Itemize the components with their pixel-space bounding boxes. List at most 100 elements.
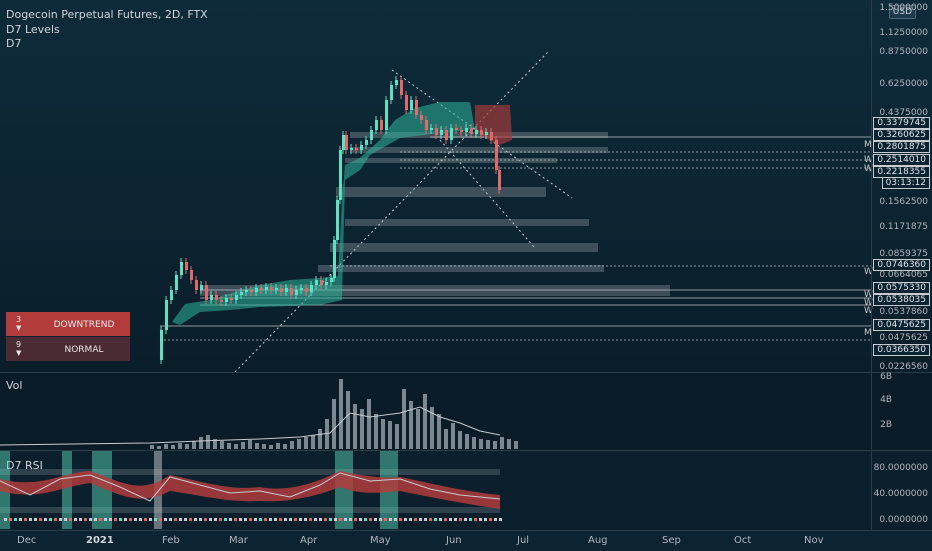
rsi-signal-dot — [359, 518, 362, 521]
rsi-pane[interactable]: D7 RSI — [0, 450, 932, 531]
rsi-signal-dot — [479, 518, 482, 521]
volume-bar — [220, 441, 224, 449]
price-label: 0.0537860 — [879, 307, 928, 317]
rsi-signal-dot — [484, 518, 487, 521]
time-label: Apr — [300, 535, 318, 546]
rsi-signal-dot — [229, 518, 232, 521]
volume-title[interactable]: Vol — [6, 379, 23, 392]
price-label: 0.4375000 — [879, 108, 928, 118]
candlestick-series — [160, 76, 501, 364]
rsi-signal-dot — [399, 518, 402, 521]
rsi-scale-label: 80.0000000 — [873, 463, 928, 473]
candle-body — [285, 288, 288, 292]
volume-bar — [192, 441, 196, 449]
rsi-signal-dot — [139, 518, 142, 521]
volume-bar — [409, 401, 413, 449]
currency-button[interactable]: USD — [888, 5, 916, 19]
rsi-signal-dot — [274, 518, 277, 521]
candle-body — [280, 288, 283, 292]
volume-bar — [374, 414, 378, 449]
candle-body — [255, 288, 258, 292]
rsi-signal-dot — [169, 518, 172, 521]
candle-body — [225, 298, 228, 302]
price-tag: 0.3260625 — [873, 129, 930, 141]
candle-body — [310, 285, 313, 292]
price-scale[interactable]: USD 1.5000000 1.1250000 0.8750000 0.6250… — [871, 0, 932, 530]
indicator-d7-levels-label[interactable]: D7 Levels — [6, 23, 60, 36]
candle-body — [185, 262, 188, 270]
volume-ma-line — [0, 406, 501, 446]
rsi-signal-dot — [79, 518, 82, 521]
price-label: 0.0475625 — [879, 333, 928, 343]
candle-body — [305, 288, 308, 292]
rsi-signal-dot — [289, 518, 292, 521]
time-axis[interactable]: Dec 2021 Feb Mar Apr May Jun Jul Aug Sep… — [0, 530, 932, 551]
rsi-signal-dot — [314, 518, 317, 521]
price-chart-canvas[interactable] — [0, 0, 872, 373]
rsi-signal-dot — [329, 518, 332, 521]
volume-bar — [164, 444, 168, 449]
rsi-signal-dot — [109, 518, 112, 521]
time-label: Mar — [229, 535, 248, 546]
rsi-signal-dot — [34, 518, 37, 521]
rsi-title[interactable]: D7 RSI — [6, 459, 43, 472]
volume-bar — [486, 440, 490, 449]
volume-bar — [248, 440, 252, 449]
time-label: Feb — [162, 535, 180, 546]
rsi-scale-label: 0.0000000 — [879, 515, 928, 525]
rsi-signal-dot — [94, 518, 97, 521]
rsi-signal-dot — [49, 518, 52, 521]
volume-bar — [451, 423, 455, 449]
volume-bar — [262, 444, 266, 449]
candle-body — [455, 128, 458, 130]
volume-bar — [444, 429, 448, 449]
rsi-signal-dot — [459, 518, 462, 521]
price-tag: 0.2801875 — [873, 141, 930, 153]
candle-body — [355, 148, 358, 150]
trend-state: DOWNTREND — [53, 320, 115, 330]
candle-body — [165, 300, 168, 330]
candle-body — [330, 278, 333, 282]
price-tag: 0.0746360 — [873, 259, 930, 271]
rsi-signal-dot — [349, 518, 352, 521]
volume-bar — [199, 437, 203, 449]
price-chart-pane[interactable]: Dogecoin Perpetual Futures, 2D, FTX D7 L… — [0, 0, 932, 373]
candle-body — [370, 130, 373, 140]
rsi-signal-dot — [224, 518, 227, 521]
trend-count: 9 — [16, 340, 22, 349]
rsi-signal-dot — [389, 518, 392, 521]
candle-body — [265, 287, 268, 290]
cloud-green — [172, 102, 475, 325]
rsi-signal-dot — [104, 518, 107, 521]
price-tag: 0.0475625 — [873, 319, 930, 331]
candle-body — [336, 200, 339, 240]
rsi-signal-dot — [149, 518, 152, 521]
rsi-signal-dot — [44, 518, 47, 521]
rsi-signal-dot — [299, 518, 302, 521]
candle-body — [460, 130, 463, 132]
rsi-signal-dot — [164, 518, 167, 521]
indicator-d7-label[interactable]: D7 — [6, 37, 22, 50]
candle-body — [160, 330, 163, 360]
level-marker: M — [864, 328, 872, 338]
candle-body — [490, 132, 493, 140]
candle-body — [435, 128, 438, 135]
candle-body — [200, 285, 203, 290]
candle-body — [440, 130, 443, 135]
volume-bar — [297, 439, 301, 449]
volume-pane[interactable]: Vol — [0, 372, 932, 451]
candle-body — [270, 287, 273, 290]
rsi-signal-dot — [124, 518, 127, 521]
rsi-signal-dot — [194, 518, 197, 521]
volume-bar — [360, 409, 364, 449]
candle-body — [485, 132, 488, 135]
volume-bar — [234, 444, 238, 449]
rsi-signal-dot — [14, 518, 17, 521]
candle-body — [325, 282, 328, 285]
volume-bar — [388, 421, 392, 449]
rsi-scale-label: 40.0000000 — [873, 489, 928, 499]
candle-body — [235, 295, 238, 300]
candle-body — [385, 100, 388, 130]
price-tag: 0.3379745 — [873, 117, 930, 129]
price-label: 0.1562500 — [879, 197, 928, 207]
